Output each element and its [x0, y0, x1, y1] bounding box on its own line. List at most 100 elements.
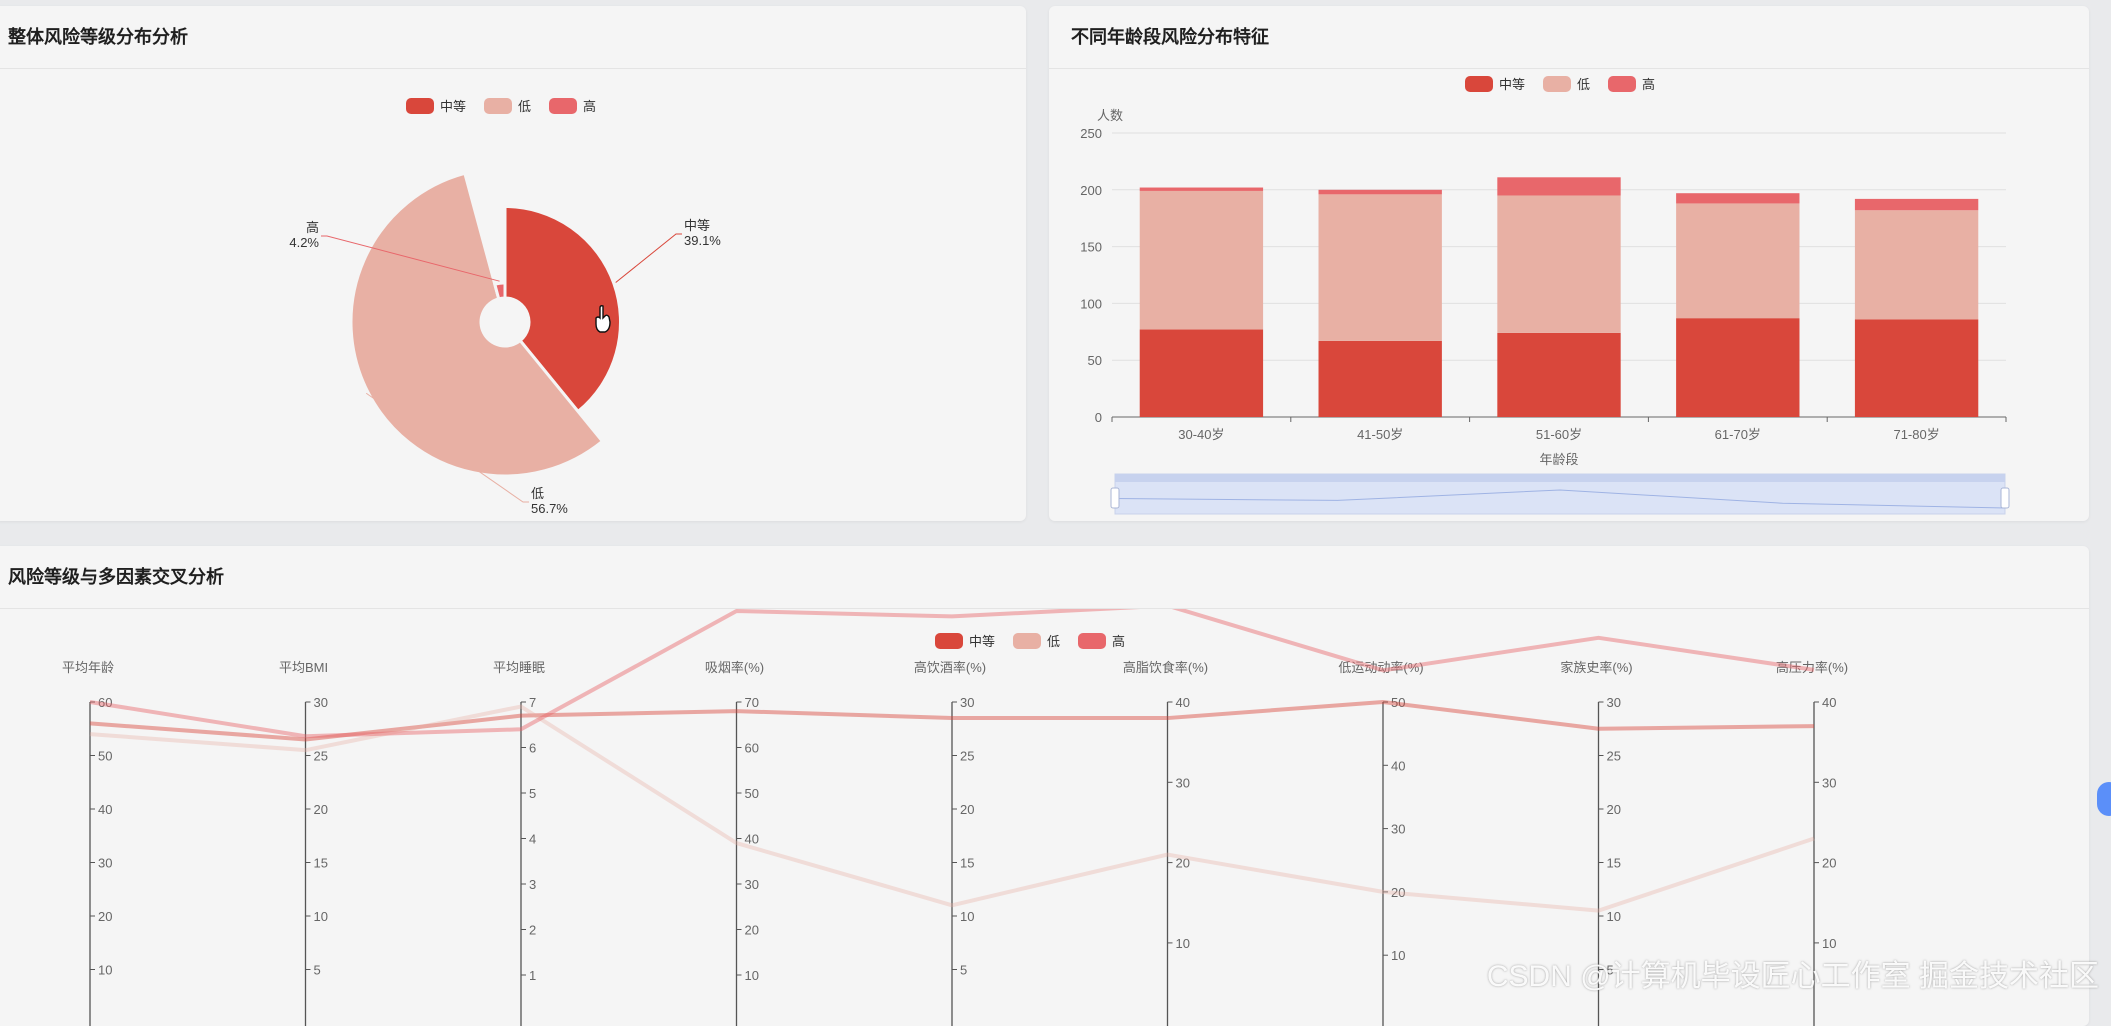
pie-label-percent: 39.1%: [684, 233, 721, 248]
parallel-tick-label: 30: [1607, 695, 1621, 710]
legend-label: 中等: [440, 99, 466, 114]
parallel-tick-label: 20: [1176, 856, 1190, 871]
parallel-tick-label: 20: [98, 909, 112, 924]
parallel-legend: 中等 低 高: [935, 633, 1125, 649]
floating-assistant-button[interactable]: [2097, 782, 2111, 816]
parallel-tick-label: 40: [1822, 695, 1836, 710]
parallel-tick-label: 5: [314, 963, 321, 978]
parallel-tick-label: 40: [98, 802, 112, 817]
parallel-tick-label: 30: [1391, 822, 1405, 837]
parallel-tick-label: 5: [529, 786, 536, 801]
parallel-tick-label: 10: [314, 909, 328, 924]
parallel-tick-label: 7: [529, 695, 536, 710]
divider: [0, 608, 2089, 609]
legend-swatch: [1543, 76, 1571, 92]
data-zoom-top-bar: [1115, 474, 2005, 482]
bar-segment: [1318, 194, 1442, 341]
parallel-series-line: [89, 700, 1815, 742]
x-axis-label: 年龄段: [1539, 452, 1578, 467]
parallel-tick-label: 10: [1822, 936, 1836, 951]
watermark: CSDN @计算机毕设匠心工作室 掘金技术社区: [1486, 960, 2099, 993]
parallel-series-line: [89, 609, 1815, 739]
pie-label-line: [615, 233, 682, 283]
parallel-tick-label: 10: [1176, 936, 1190, 951]
parallel-axis-name: 高饮酒率(%): [914, 660, 986, 675]
bar-segment: [1497, 332, 1621, 417]
data-zoom-handle[interactable]: [1110, 487, 1120, 509]
parallel-tick-label: 40: [745, 832, 759, 847]
pie-label-line: [321, 235, 500, 282]
parallel-tick-label: 30: [314, 695, 328, 710]
y-tick-label: 100: [1080, 296, 1102, 311]
parallel-tick-label: 60: [98, 695, 112, 710]
legend-label: 高: [1642, 77, 1655, 92]
x-tick-label: 61-70岁: [1715, 427, 1761, 442]
data-zoom-handle[interactable]: [2000, 487, 2010, 509]
parallel-tick-label: 40: [1176, 695, 1190, 710]
parallel-axis-name: 平均年龄: [62, 660, 114, 675]
x-tick-label: 41-50岁: [1357, 427, 1403, 442]
cursor-hand-icon: [595, 305, 611, 333]
pie-slice: [349, 171, 604, 478]
parallel-axis-name: 高压力率(%): [1776, 660, 1848, 675]
parallel-panel: 风险等级与多因素交叉分析 平均年龄 10 20 30 40 50 60 平均BMI 5 10 15 2…: [0, 546, 2089, 1026]
parallel-tick-label: 50: [745, 786, 759, 801]
parallel-tick-label: 70: [745, 695, 759, 710]
legend-label: 高: [1112, 634, 1125, 649]
bar-segment: [1854, 198, 1979, 211]
parallel-tick-label: 6: [529, 741, 536, 756]
parallel-axis-name: 吸烟率(%): [705, 660, 764, 675]
parallel-tick-label: 30: [745, 877, 759, 892]
bar-segment: [1676, 318, 1800, 417]
legend-swatch: [1608, 76, 1636, 92]
bar-segment: [1318, 189, 1442, 195]
bar-segment: [1318, 340, 1442, 417]
legend-label: 低: [1577, 77, 1590, 92]
parallel-tick-label: 25: [960, 749, 974, 764]
parallel-tick-label: 15: [314, 856, 328, 871]
bar-segment: [1676, 203, 1800, 319]
parallel-tick-label: 3: [529, 877, 536, 892]
pie-label-percent: 4.2%: [289, 235, 319, 250]
pie-label-percent: 56.7%: [531, 501, 568, 516]
parallel-tick-label: 1: [529, 968, 536, 983]
parallel-tick-label: 60: [745, 741, 759, 756]
bar-segment: [1854, 210, 1979, 320]
legend-swatch: [484, 98, 512, 114]
parallel-tick-label: 15: [960, 856, 974, 871]
legend-label: 低: [1047, 634, 1060, 649]
legend-swatch: [549, 98, 577, 114]
parallel-tick-label: 20: [745, 923, 759, 938]
x-tick-label: 30-40岁: [1178, 427, 1224, 442]
parallel-tick-label: 30: [1822, 775, 1836, 790]
bar-segment: [1497, 177, 1621, 196]
parallel-axis-name: 平均睡眠: [493, 660, 545, 675]
y-tick-label: 250: [1080, 126, 1102, 141]
legend-swatch: [406, 98, 434, 114]
parallel-tick-label: 20: [1391, 885, 1405, 900]
bar-segment: [1139, 190, 1264, 330]
bar-segment: [1854, 319, 1979, 417]
pie-label-name: 低: [531, 486, 544, 501]
pie-label-name: 高: [306, 220, 319, 235]
parallel-lines: [89, 609, 1815, 913]
parallel-axis-name: 家族史率(%): [1560, 660, 1632, 675]
legend-label: 中等: [969, 634, 995, 649]
bar-segment: [1676, 193, 1800, 204]
parallel-tick-label: 40: [1391, 758, 1405, 773]
pie-label-line: [365, 392, 529, 503]
y-tick-label: 50: [1088, 353, 1102, 368]
divider: [0, 68, 1026, 69]
parallel-tick-label: 20: [1607, 802, 1621, 817]
parallel-tick-label: 20: [1822, 856, 1836, 871]
divider: [1049, 68, 2089, 69]
parallel-axis-name: 平均BMI: [279, 660, 328, 675]
parallel-panel-title: 风险等级与多因素交叉分析: [8, 567, 224, 587]
pie-chart: 中等低高中等39.1%低56.7%高4.2%: [289, 98, 721, 516]
x-tick-label: 51-60岁: [1536, 427, 1582, 442]
parallel-tick-label: 2: [529, 923, 536, 938]
cursor-hand-shape: [595, 305, 611, 333]
x-tick-label: 71-80岁: [1893, 427, 1939, 442]
parallel-tick-label: 5: [1607, 963, 1614, 978]
legend-swatch: [935, 633, 963, 649]
